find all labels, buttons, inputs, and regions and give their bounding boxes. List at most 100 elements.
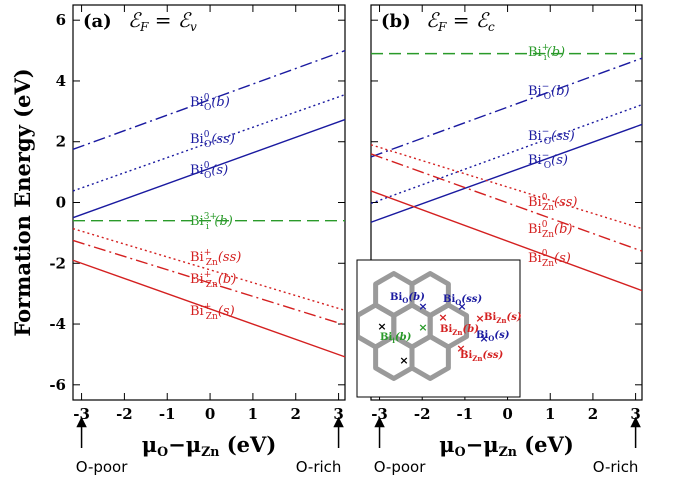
label-sup: + xyxy=(204,248,212,258)
text-part: ℰ xyxy=(128,8,142,32)
text-part: μ xyxy=(142,432,157,457)
series-label: Bi0 O(ss) xyxy=(190,130,235,150)
label-sub: O xyxy=(204,171,211,181)
label-suffix: (b) xyxy=(211,95,229,110)
panel-title: ℰF = ℰc xyxy=(426,8,495,34)
annotation-text: O-rich xyxy=(296,458,342,476)
subscript: O xyxy=(157,444,168,459)
label-suffix: (s) xyxy=(218,304,235,319)
series-label: Bi0 Zn(ss) xyxy=(528,193,578,213)
site-marker: × xyxy=(418,321,427,334)
subscript: Zn xyxy=(201,444,219,459)
y-tick-label: 6 xyxy=(56,11,66,29)
annotation-text: O-rich xyxy=(593,458,639,476)
text-part: (eV) xyxy=(517,432,574,457)
x-tick-label: -1 xyxy=(159,405,176,423)
label-sub: O xyxy=(488,334,494,343)
series-label: Bi0 Zn(b) xyxy=(528,220,572,240)
series-label: Bi− O(s) xyxy=(528,151,568,171)
x-tick-label: 1 xyxy=(248,405,258,423)
y-tick-label: 4 xyxy=(56,72,66,90)
text-part: −μ xyxy=(168,432,201,457)
label-suffix: (s) xyxy=(551,153,568,168)
label-base: Bi xyxy=(528,45,542,60)
label-suffix: (b) xyxy=(462,324,479,335)
label-sub: O xyxy=(544,92,551,102)
x-tick-label: -3 xyxy=(371,405,388,423)
x-tick-label: 1 xyxy=(545,405,555,423)
site-marker: × xyxy=(399,354,408,367)
text-part: μ xyxy=(439,432,454,457)
annotation: O-poor xyxy=(76,458,129,476)
site-marker: × xyxy=(475,312,484,325)
text-part: ℰ xyxy=(426,8,440,32)
label-base: Bi xyxy=(528,222,542,237)
panel-label: (b) xyxy=(381,11,411,32)
site-marker: × xyxy=(418,300,427,313)
label-suffix: (b) xyxy=(547,45,565,60)
label-sub: Zn xyxy=(206,312,218,322)
label-base: Bi xyxy=(190,214,204,229)
label-sup: 0 xyxy=(542,220,548,230)
label-sub: O xyxy=(544,161,551,171)
series-line xyxy=(72,227,346,312)
label-base: Bi xyxy=(528,84,542,99)
series-line xyxy=(72,259,346,358)
text-part: (eV) xyxy=(219,432,276,457)
series-line xyxy=(72,49,346,150)
annotation: O-rich xyxy=(296,458,342,476)
text-part: = ℰ xyxy=(446,8,489,32)
label-base: Bi xyxy=(190,304,204,319)
label-suffix: (s) xyxy=(494,330,509,341)
x-tick-label: -2 xyxy=(116,405,133,423)
inset-label: BiZn(b) xyxy=(440,324,479,337)
series-label: Bi− O(b) xyxy=(528,82,570,102)
label-base: Bi xyxy=(190,272,204,287)
label-sub: O xyxy=(204,103,211,113)
series-line xyxy=(72,118,346,219)
label-sub: i xyxy=(206,222,209,232)
label-sub: O xyxy=(204,140,211,150)
series-label: Bi0 O(s) xyxy=(190,161,228,181)
series-label: Bi+ Zn(ss) xyxy=(190,248,241,268)
panel-label: (a) xyxy=(83,11,112,32)
label-sup: 0 xyxy=(204,93,210,103)
series-label: Bi+ Zn(b) xyxy=(190,270,236,290)
label-sub: Zn xyxy=(472,354,482,363)
label-base: Bi xyxy=(528,195,542,210)
label-base: Bi xyxy=(443,294,455,305)
label-base: Bi xyxy=(380,332,392,343)
label-sup: + xyxy=(204,302,212,312)
subscript: c xyxy=(488,20,495,34)
y-tick-label: 0 xyxy=(56,194,66,212)
series-line xyxy=(72,93,346,192)
x-tick-label: 3 xyxy=(333,405,343,423)
series-line xyxy=(370,123,643,223)
series-line xyxy=(370,190,643,292)
series-label: Bi0 Zn(s) xyxy=(528,249,571,269)
label-base: Bi xyxy=(528,153,542,168)
label-sup: + xyxy=(542,43,550,53)
inset-label: BiO(b) xyxy=(390,292,425,305)
label-base: Bi xyxy=(440,324,452,335)
label-sup: − xyxy=(542,127,550,137)
x-tick-label: 0 xyxy=(502,405,512,423)
label-base: Bi xyxy=(390,292,402,303)
y-tick-label: 2 xyxy=(56,133,66,151)
label-suffix: (ss) xyxy=(482,350,503,361)
y-tick-label: -2 xyxy=(49,254,66,272)
x-axis-label: μO−μZn (eV) xyxy=(439,432,574,459)
series-line xyxy=(370,57,643,158)
label-sup: − xyxy=(542,82,550,92)
label-sub: Zn xyxy=(542,259,554,269)
inset-label: BiZn(s) xyxy=(484,312,522,325)
label-base: Bi xyxy=(460,350,472,361)
x-tick-label: -3 xyxy=(73,405,90,423)
label-sup: − xyxy=(542,151,550,161)
label-suffix: (ss) xyxy=(461,294,482,305)
hexagon xyxy=(427,302,470,350)
label-suffix: (b) xyxy=(554,222,572,237)
label-sub: Zn xyxy=(542,203,554,213)
label-suffix: (ss) xyxy=(211,132,235,147)
label-sub: Zn xyxy=(452,328,462,337)
